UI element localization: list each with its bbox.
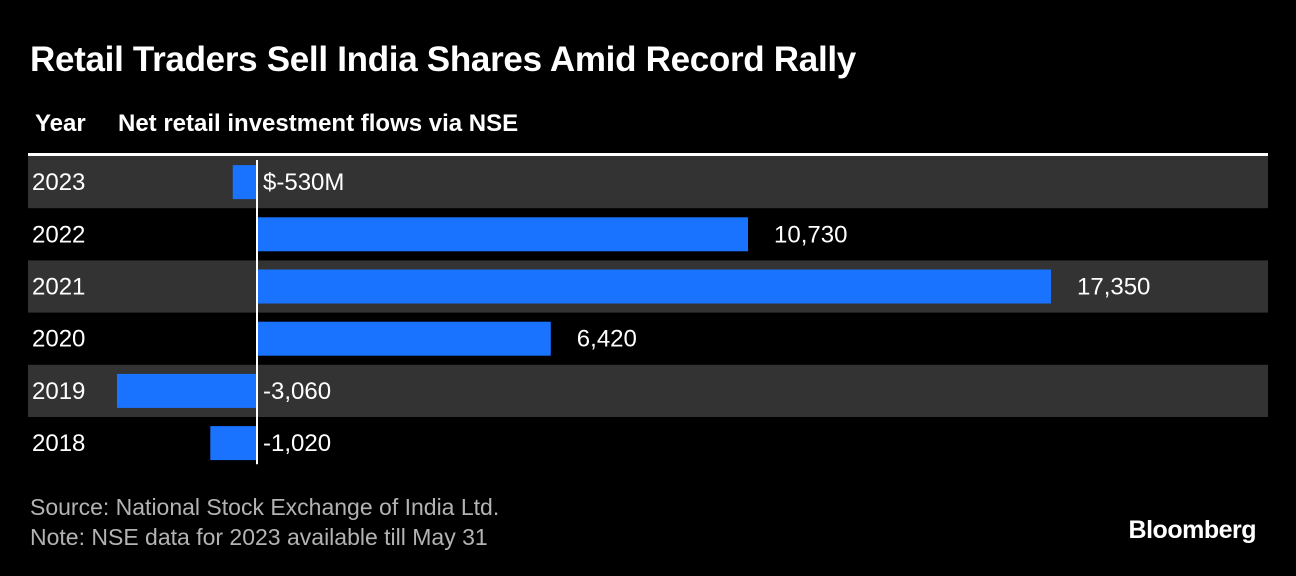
note-text: Note: NSE data for 2023 available till M… bbox=[30, 524, 488, 550]
year-label-2020: 2020 bbox=[32, 326, 85, 353]
bar-2023 bbox=[232, 165, 257, 200]
value-label-2022: 10,730 bbox=[774, 221, 847, 248]
bar-2019 bbox=[116, 373, 258, 408]
value-label-2018: -1,020 bbox=[263, 430, 331, 457]
source-text: Source: National Stock Exchange of India… bbox=[30, 494, 500, 520]
year-column-header: Year bbox=[35, 110, 86, 137]
bloomberg-logo: Bloomberg bbox=[1128, 516, 1257, 544]
flow-column-header: Net retail investment flows via NSE bbox=[118, 110, 519, 137]
value-label-2021: 17,350 bbox=[1077, 274, 1150, 301]
source-note: Source: National Stock Exchange of India… bbox=[30, 492, 499, 552]
value-label-2020: 6,420 bbox=[577, 326, 637, 353]
year-label-2021: 2021 bbox=[32, 274, 85, 301]
value-label-2023: $-530M bbox=[263, 169, 344, 196]
year-label-2022: 2022 bbox=[32, 221, 85, 248]
year-label-2019: 2019 bbox=[32, 378, 85, 405]
bar-2021 bbox=[257, 269, 1051, 304]
year-label-2018: 2018 bbox=[32, 430, 85, 457]
row-band bbox=[28, 156, 1268, 209]
header-rule bbox=[28, 153, 1268, 156]
bar-2020 bbox=[257, 321, 551, 356]
chart-title: Retail Traders Sell India Shares Amid Re… bbox=[30, 40, 856, 79]
bar-2022 bbox=[257, 217, 749, 252]
value-label-2019: -3,060 bbox=[263, 378, 331, 405]
bar-2018 bbox=[210, 426, 257, 461]
year-label-2023: 2023 bbox=[32, 169, 85, 196]
